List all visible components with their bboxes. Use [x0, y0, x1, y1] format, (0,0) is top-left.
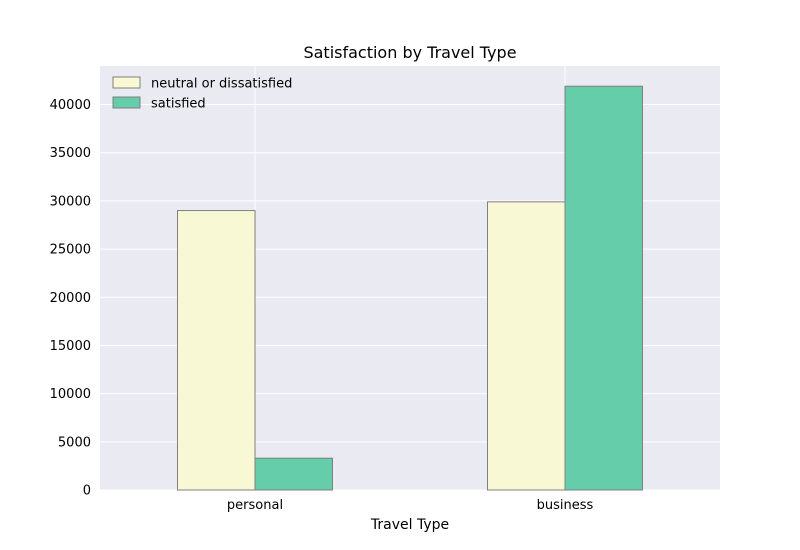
x-tick-label: personal	[227, 498, 283, 513]
legend-label: satisfied	[151, 97, 206, 112]
x-axis-tick-labels: personal business	[227, 498, 594, 513]
y-tick-label: 25000	[50, 243, 91, 258]
bar-personal-neutral-or-dissatisfied	[177, 210, 256, 491]
y-tick-label: 30000	[50, 194, 91, 209]
y-tick-label: 20000	[50, 291, 91, 306]
bar-business-neutral-or-dissatisfied	[487, 201, 566, 491]
y-tick-label: 0	[83, 484, 91, 499]
legend: neutral or dissatisfied satisfied	[112, 76, 292, 112]
y-tick-label: 35000	[50, 146, 91, 161]
chart-title: Satisfaction by Travel Type	[303, 43, 516, 62]
x-tick-label: business	[537, 498, 594, 513]
bar-business-satisfied	[564, 85, 643, 491]
y-tick-label: 40000	[50, 98, 91, 113]
y-tick-label: 15000	[50, 339, 91, 354]
y-axis-tick-labels: 0 5000 10000 15000 20000 25000 30000 35000 40000	[50, 98, 91, 498]
legend-swatch	[112, 76, 141, 89]
bars	[177, 85, 643, 491]
y-tick-label: 10000	[50, 387, 91, 402]
legend-swatch	[112, 96, 141, 109]
legend-label: neutral or dissatisfied	[151, 77, 292, 92]
bar-personal-satisfied	[254, 457, 333, 491]
x-axis-title: Travel Type	[370, 517, 449, 533]
y-tick-label: 5000	[58, 435, 91, 450]
